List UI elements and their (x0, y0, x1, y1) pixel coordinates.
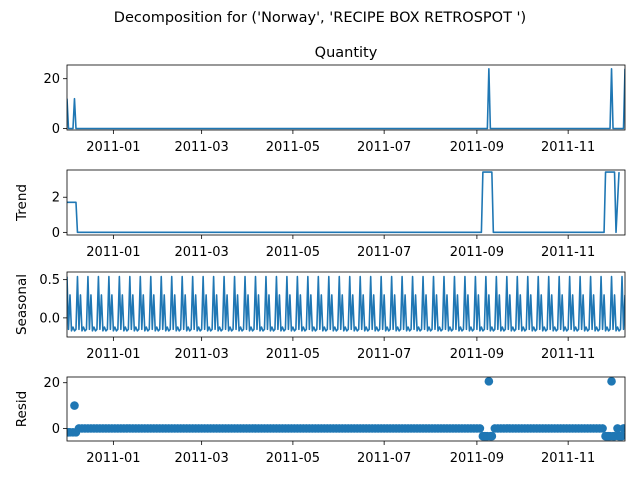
resid-ylabel: Resid (14, 391, 30, 427)
x-tick-label: 2011-07 (357, 140, 411, 155)
x-tick-label: 2011-03 (174, 451, 228, 466)
axes-frame (66, 376, 626, 442)
resid-point (619, 424, 625, 433)
x-tick-label: 2011-01 (86, 451, 140, 466)
y-tick-label: 0.0 (39, 311, 60, 326)
resid-panel: 0 20 2011-01 2011-03 2011-05 2011-07 2011-09 20… (14, 376, 626, 466)
figure-suptitle: Decomposition for ('Norway', 'RECIPE BOX… (114, 10, 526, 26)
plot-area (67, 171, 620, 234)
resid-point (475, 424, 485, 433)
x-tick-label: 2011-01 (86, 245, 140, 260)
x-tick-label: 2011-09 (450, 451, 504, 466)
quantity-line (67, 67, 625, 130)
x-tick-label: 2011-09 (450, 245, 504, 260)
x-tick-label: 2011-05 (266, 245, 320, 260)
x-tick-label: 2011-11 (541, 245, 595, 260)
x-tick-label: 2011-01 (86, 347, 140, 362)
x-tick-label: 2011-05 (266, 451, 320, 466)
y-tick-label: 20 (43, 72, 60, 87)
resid-point (70, 401, 79, 410)
axes-frame (66, 169, 626, 236)
resid-point (613, 424, 622, 433)
y-tick-label: 0.5 (39, 273, 60, 288)
y-tick-label: 0 (52, 422, 60, 437)
x-tick-label: 2011-05 (266, 347, 320, 362)
y-tick-label: 0 (52, 226, 60, 241)
resid-point (484, 377, 494, 386)
x-tick-label: 2011-03 (174, 245, 228, 260)
seasonal-line (67, 275, 625, 332)
y-tick-label: 0 (52, 122, 60, 137)
x-tick-label: 2011-09 (450, 140, 504, 155)
x-tick-label: 2011-07 (357, 451, 411, 466)
resid-point (607, 377, 616, 386)
quantity-panel: 0 20 2011-01 2011-03 2011-05 2011-07 2011-09 20… (43, 64, 626, 155)
x-tick-label: 2011-11 (541, 347, 595, 362)
resid-point (487, 431, 497, 441)
x-tick-label: 2011-01 (86, 140, 140, 155)
axes-frame (66, 271, 626, 338)
seasonal-ylabel: Seasonal (14, 274, 30, 335)
x-tick-label: 2011-03 (174, 347, 228, 362)
quantity-panel-title: Quantity (315, 45, 378, 61)
x-tick-label: 2011-07 (357, 245, 411, 260)
x-tick-label: 2011-09 (450, 347, 504, 362)
x-tick-label: 2011-11 (541, 451, 595, 466)
resid-point (598, 424, 607, 433)
resid-point (617, 431, 625, 441)
trend-line (67, 171, 620, 234)
plot-area (67, 275, 625, 332)
y-tick-label: 20 (43, 376, 60, 391)
seasonal-panel: 0.0 0.5 2011-01 2011-03 2011-05 2011-07 2011-0… (14, 271, 626, 362)
x-tick-label: 2011-03 (174, 140, 228, 155)
plot-area (67, 67, 625, 130)
trend-ylabel: Trend (14, 184, 30, 222)
plot-area (67, 377, 625, 441)
x-tick-label: 2011-11 (541, 140, 595, 155)
x-tick-label: 2011-07 (357, 347, 411, 362)
axes-frame (66, 64, 626, 131)
x-tick-label: 2011-05 (266, 140, 320, 155)
y-tick-label: 2 (52, 191, 60, 206)
trend-panel: 0 2 2011-01 2011-03 2011-05 2011-07 2011-09 201… (14, 169, 626, 260)
